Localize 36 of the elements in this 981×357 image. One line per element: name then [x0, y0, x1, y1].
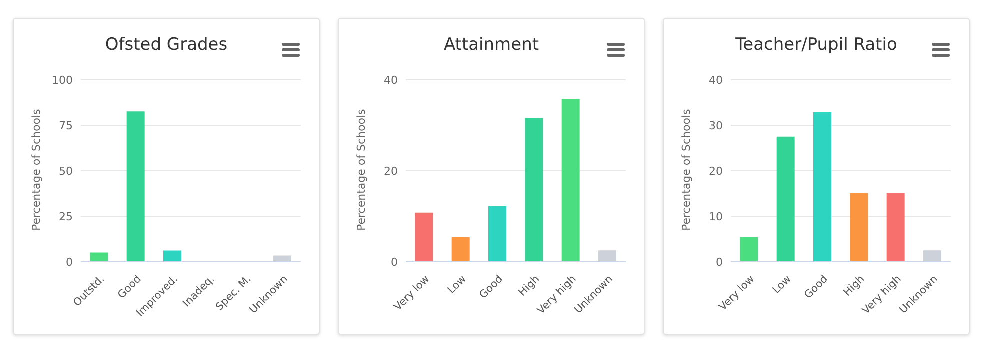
y-tick-label: 40 [384, 74, 398, 87]
bar [740, 237, 758, 262]
y-tick-label: 0 [391, 256, 398, 269]
y-tick-label: 25 [59, 210, 73, 224]
bar [525, 118, 544, 262]
bar [90, 252, 108, 262]
y-axis-title: Percentage of Schools [354, 109, 368, 231]
bar [452, 237, 470, 262]
y-tick-label: 100 [52, 74, 73, 87]
bar [850, 193, 868, 262]
y-tick-label: 50 [59, 164, 73, 178]
x-tick-label: Low [446, 273, 470, 296]
bar [924, 250, 942, 262]
chart-title: Ofsted Grades [104, 35, 229, 55]
bar [814, 112, 832, 262]
y-tick-label: 30 [709, 119, 723, 132]
x-tick-label: Low [770, 273, 794, 296]
y-tick-label: 0 [66, 256, 73, 269]
chart-title: Teacher/Pupil Ratio [734, 35, 898, 55]
bar [562, 99, 580, 262]
bar [126, 112, 145, 262]
bar [598, 250, 616, 262]
y-axis-title: Percentage of Schools [30, 109, 43, 231]
y-tick-label: 10 [709, 210, 723, 224]
bar [415, 212, 434, 262]
y-axis-title: Percentage of Schools [680, 109, 693, 231]
bar [488, 206, 506, 262]
y-tick-label: 20 [709, 164, 723, 178]
y-tick-label: 40 [709, 74, 723, 87]
bar [886, 193, 905, 262]
bar [164, 250, 182, 262]
y-tick-label: 75 [59, 119, 73, 132]
bar [776, 136, 795, 262]
y-tick-label: 20 [384, 164, 398, 178]
y-tick-label: 0 [716, 256, 723, 269]
chart-title: Attainment [442, 35, 540, 55]
